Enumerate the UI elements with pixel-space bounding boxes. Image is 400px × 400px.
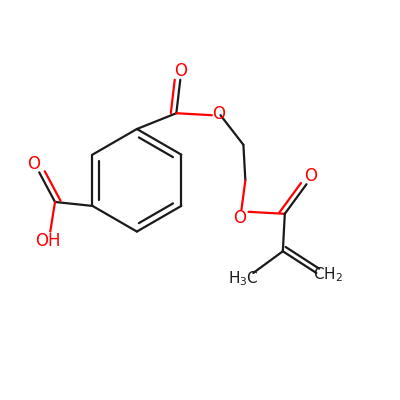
Text: O: O xyxy=(233,209,246,227)
Text: CH$_2$: CH$_2$ xyxy=(313,266,343,284)
Text: O: O xyxy=(174,62,187,80)
Text: O: O xyxy=(27,156,40,174)
Text: H$_3$C: H$_3$C xyxy=(228,270,259,288)
Text: O: O xyxy=(304,167,317,185)
Text: O: O xyxy=(212,106,225,124)
Text: OH: OH xyxy=(36,232,61,250)
